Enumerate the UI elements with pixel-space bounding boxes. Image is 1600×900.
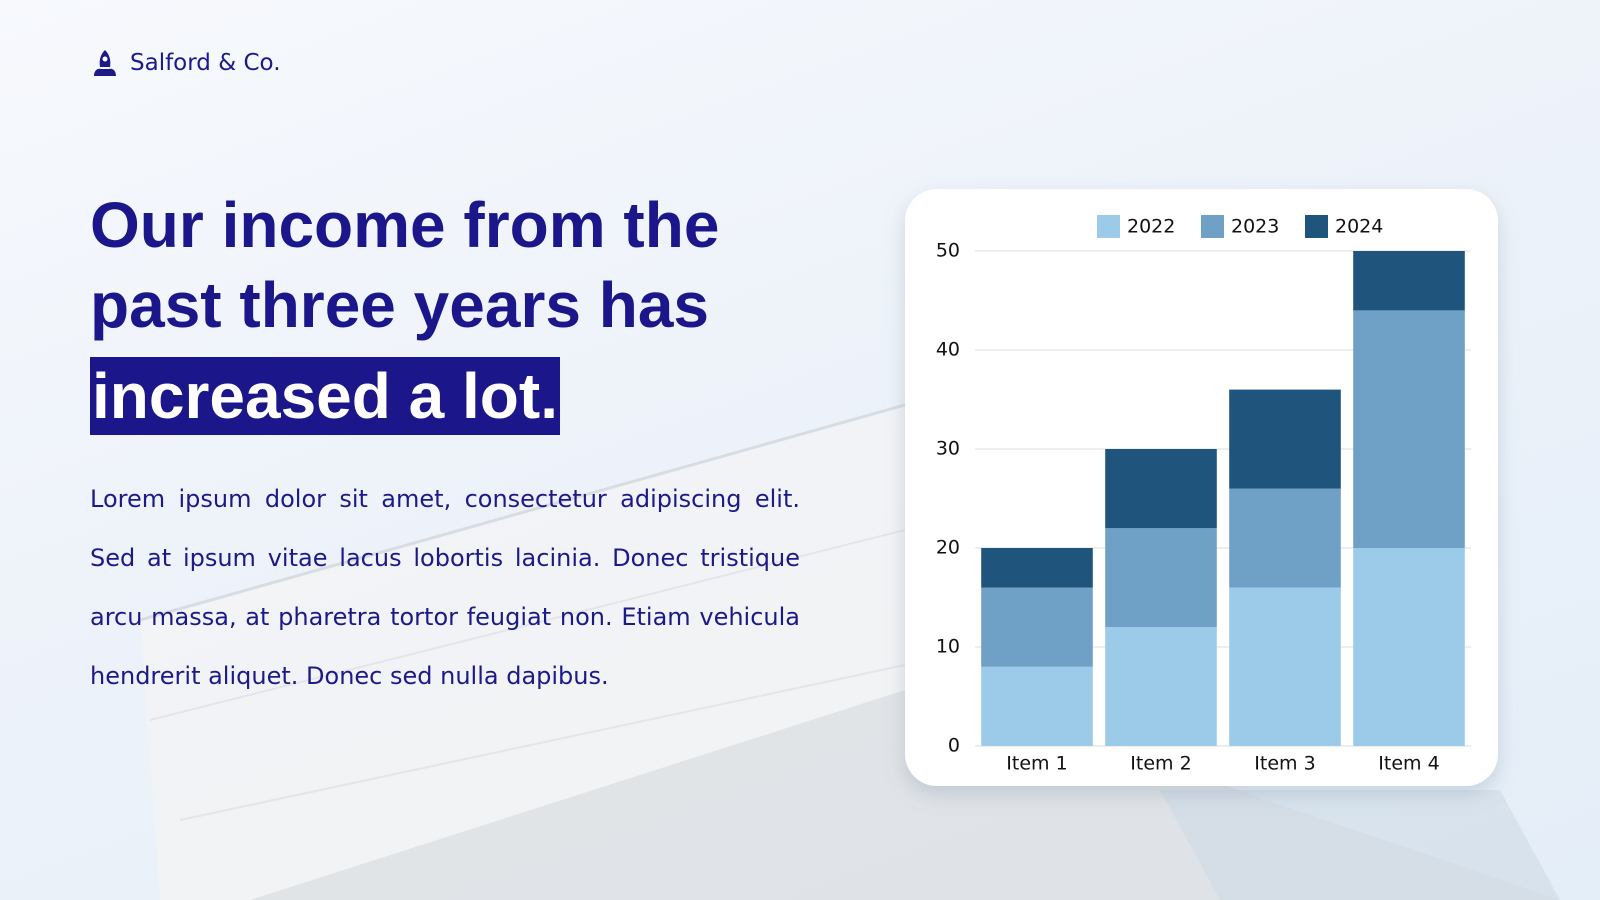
x-tick-label: Item 4 [1378, 753, 1439, 775]
bar-segment [981, 587, 1093, 667]
bar-segment [981, 548, 1093, 588]
bar-segment [1229, 587, 1341, 746]
legend-swatch [1201, 215, 1224, 238]
x-tick-label: Item 3 [1254, 753, 1315, 775]
body-text: Lorem ipsum dolor sit amet, consectetur … [90, 485, 800, 690]
y-tick-label: 30 [936, 438, 960, 460]
brand-logo [94, 50, 116, 76]
legend-label: 2024 [1335, 216, 1383, 238]
bar-segment [1229, 389, 1341, 489]
bar-segment [1353, 310, 1465, 548]
legend-label: 2022 [1127, 216, 1175, 238]
headline-highlight: increased a lot. [90, 357, 560, 435]
legend-label: 2023 [1231, 216, 1279, 238]
y-tick-label: 10 [936, 636, 960, 658]
bar-segment [1105, 627, 1217, 746]
brand: Salford & Co. [90, 48, 281, 78]
headline: Our income from the past three years has… [90, 185, 810, 436]
y-tick-label: 20 [936, 537, 960, 559]
bar-segment [981, 666, 1093, 746]
brand-name: Salford & Co. [130, 50, 281, 76]
bar-segment [1229, 488, 1341, 588]
y-tick-label: 50 [936, 240, 960, 262]
y-tick-label: 40 [936, 339, 960, 361]
x-tick-label: Item 2 [1130, 753, 1191, 775]
y-tick-label: 0 [948, 735, 960, 757]
headline-text: Our income from the past three years has [90, 189, 720, 341]
x-tick-label: Item 1 [1006, 753, 1067, 775]
legend-swatch [1097, 215, 1120, 238]
legend-swatch [1305, 215, 1328, 238]
bar-segment [1353, 251, 1465, 311]
bar-segment [1353, 548, 1465, 746]
bar-segment [1105, 449, 1217, 529]
bar-segment [1105, 528, 1217, 628]
